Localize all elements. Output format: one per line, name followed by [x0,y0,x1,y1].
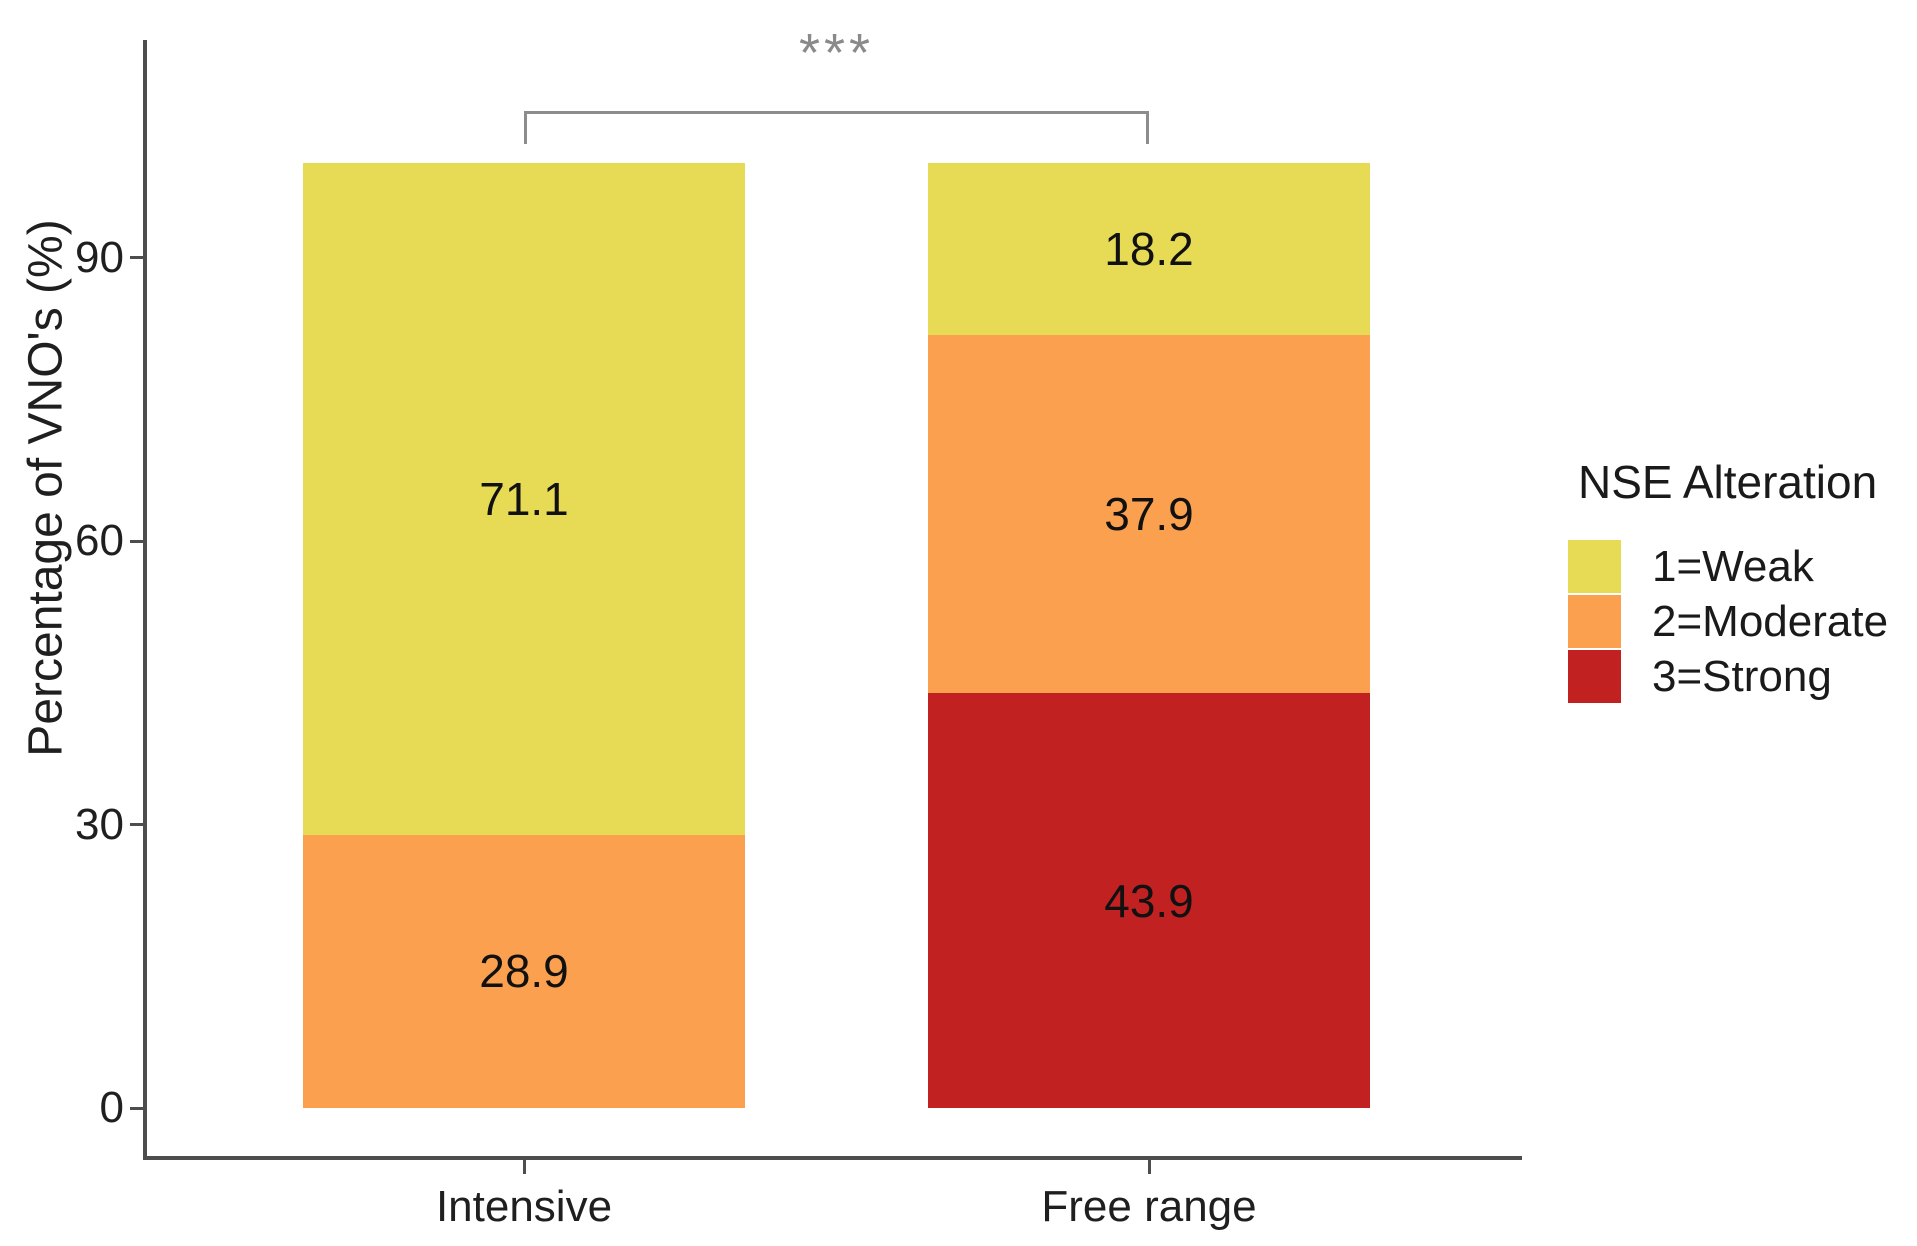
y-tick-label: 90 [75,232,124,282]
legend-label-2: 2=Moderate [1652,596,1889,646]
bar-segment-2-moderate: 37.9 [928,334,1370,694]
bar-segment-2-moderate: 28.9 [303,834,745,1108]
y-axis-line [143,40,147,1160]
legend-label-1: 1=Weak [1652,541,1814,591]
x-axis-category-label: Free range [1041,1182,1257,1231]
legend-label-3: 3=Strong [1652,651,1832,701]
x-tick-mark [522,1160,526,1174]
y-tick-label: 0 [99,1083,124,1132]
bar-segment-1-weak: 18.2 [928,163,1370,335]
y-tick-mark [130,539,144,543]
segment-value-label: 37.9 [1104,488,1194,541]
y-tick-label: 30 [75,799,124,849]
y-tick-mark [130,256,144,259]
y-axis-title: Percentage of VNO's (%) [19,219,73,757]
segment-value-label: 43.9 [1104,874,1194,927]
bar-free-range: 18.2 37.9 43.9 [928,163,1370,1108]
legend-swatch-2 [1568,595,1621,648]
legend-swatch-3 [1568,650,1621,703]
x-axis-line [143,1156,1522,1160]
segment-value-label: 28.9 [479,945,569,998]
segment-value-label: 18.2 [1104,222,1194,275]
x-axis-category-label: Intensive [435,1182,613,1231]
y-tick-mark [130,1106,144,1110]
y-tick-label: 60 [75,516,124,565]
bar-segment-3-strong: 43.9 [928,693,1370,1108]
legend-swatch-1 [1568,540,1621,593]
legend-title: NSE Alteration [1578,456,1878,508]
segment-value-label: 71.1 [479,472,569,525]
significance-stars: *** [798,23,875,83]
y-tick-mark [130,823,144,826]
bar-segment-1-weak: 71.1 [303,163,745,835]
significance-bracket [524,111,1149,144]
x-tick-mark [1147,1160,1151,1174]
bar-intensive: 71.1 28.9 [303,163,745,1108]
